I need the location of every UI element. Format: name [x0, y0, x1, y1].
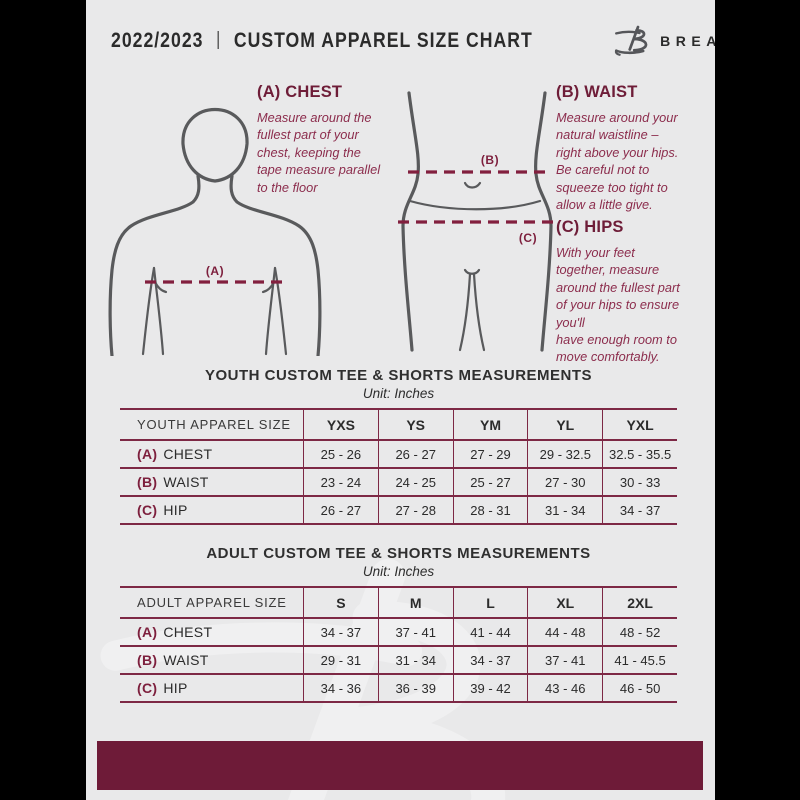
measurement-cell: 25 - 27 — [452, 469, 528, 497]
measurement-cell: 27 - 28 — [377, 497, 453, 525]
measurement-cell: 31 - 34 — [377, 647, 453, 675]
measurement-cell: 36 - 39 — [377, 675, 453, 703]
measurement-cell: 23 - 24 — [303, 469, 378, 497]
row-marker: (A) — [137, 624, 158, 640]
row-label: WAIST — [163, 652, 209, 668]
row-marker: (A) — [137, 446, 158, 462]
breakaway-b-logo-icon — [614, 25, 648, 57]
row-marker: (B) — [137, 652, 158, 668]
measurement-cell: 37 - 41 — [377, 619, 453, 647]
measurement-cell: 41 - 44 — [452, 619, 528, 647]
footer-bar — [97, 741, 703, 790]
table-unit: Unit: Inches — [362, 564, 435, 579]
row-label-cell: (A) CHEST — [120, 441, 303, 469]
table-title: YOUTH CUSTOM TEE & SHORTS MEASUREMENTS — [204, 367, 593, 384]
measurement-cell: 34 - 36 — [303, 675, 378, 703]
measurement-cell: 25 - 26 — [303, 441, 378, 469]
page-title: CUSTOM APPAREL SIZE CHART — [233, 28, 533, 52]
measurement-cell: 29 - 32.5 — [527, 441, 603, 469]
size-table: YOUTH APPAREL SIZE YXS YS YM YL YXL (A) CHEST 25… — [120, 408, 677, 525]
measurement-cell: 29 - 31 — [303, 647, 378, 675]
measurement-cell: 48 - 52 — [602, 619, 677, 647]
chest-line-marker: (A) — [206, 264, 224, 278]
brand-name: BREAKAWAY — [660, 32, 715, 49]
size-column-header: YM — [452, 410, 528, 441]
apparel-size-header: YOUTH APPAREL SIZE — [120, 410, 303, 441]
size-column-header: M — [377, 588, 453, 619]
row-label: CHEST — [163, 446, 213, 462]
row-label: HIP — [163, 680, 188, 696]
instruction-hips-title: (C) HIPS — [556, 218, 624, 236]
size-column-header: YL — [527, 410, 603, 441]
row-label-cell: (B) WAIST — [120, 469, 303, 497]
row-marker: (C) — [137, 502, 158, 518]
size-table: ADULT APPAREL SIZE S M L XL 2XL (A) CHEST 34 - 3… — [120, 586, 677, 703]
row-marker: (B) — [137, 474, 158, 490]
size-column-header: S — [303, 588, 378, 619]
table-title: ADULT CUSTOM TEE & SHORTS MEASUREMENTS — [206, 545, 591, 562]
instruction-waist: (B) WAIST Measure around your natural wa… — [556, 83, 715, 213]
table-unit: Unit: Inches — [362, 386, 435, 401]
measurement-cell: 32.5 - 35.5 — [602, 441, 677, 469]
row-label: WAIST — [163, 474, 209, 490]
brand-group: BREAKAWAY — [613, 24, 715, 57]
waist-line-marker: (B) — [481, 153, 499, 167]
measurement-cell: 34 - 37 — [303, 619, 378, 647]
measurement-cell: 26 - 27 — [377, 441, 453, 469]
measurement-cell: 39 - 42 — [452, 675, 528, 703]
measurement-cell: 34 - 37 — [452, 647, 528, 675]
measurement-cell: 28 - 31 — [452, 497, 528, 525]
instruction-chest: (A) CHEST Measure around the fullest par… — [257, 83, 421, 196]
size-column-header: YS — [377, 410, 453, 441]
header-title-group: 2022/2023 | CUSTOM APPAREL SIZE CHART — [111, 29, 533, 53]
measurement-cell: 27 - 29 — [452, 441, 528, 469]
size-column-header: L — [452, 588, 528, 619]
measurement-cell: 44 - 48 — [527, 619, 603, 647]
row-marker: (C) — [137, 680, 158, 696]
apparel-size-header: ADULT APPAREL SIZE — [120, 588, 303, 619]
instruction-waist-text: Measure around your natural waistline – … — [556, 110, 679, 212]
measurement-cell: 43 - 46 — [527, 675, 603, 703]
measurement-cell: 26 - 27 — [303, 497, 378, 525]
row-label: HIP — [163, 502, 188, 518]
instruction-waist-title: (B) WAIST — [556, 83, 638, 101]
header: 2022/2023 | CUSTOM APPAREL SIZE CHART BR… — [111, 24, 715, 57]
hip-line-marker: (C) — [519, 231, 537, 245]
row-label-cell: (C) HIP — [120, 675, 303, 703]
row-label-cell: (C) HIP — [120, 497, 303, 525]
measurement-cell: 24 - 25 — [377, 469, 453, 497]
measurement-cell: 31 - 34 — [527, 497, 603, 525]
instruction-hips-text: With your feet together, measure around … — [556, 245, 680, 365]
youth-size-table-section: YOUTH CUSTOM TEE & SHORTS MEASUREMENTS Un… — [120, 367, 677, 525]
measurement-cell: 34 - 37 — [602, 497, 677, 525]
row-label-cell: (A) CHEST — [120, 619, 303, 647]
size-column-header: XL — [527, 588, 603, 619]
size-column-header: YXL — [602, 410, 677, 441]
size-column-header: 2XL — [602, 588, 677, 619]
measurement-cell: 30 - 33 — [602, 469, 677, 497]
instruction-hips: (C) HIPS With your feet together, measur… — [556, 218, 715, 366]
row-label-cell: (B) WAIST — [120, 647, 303, 675]
row-label: CHEST — [163, 624, 213, 640]
header-divider: | — [216, 28, 222, 50]
size-column-header: YXS — [303, 410, 378, 441]
measurement-cell: 46 - 50 — [602, 675, 677, 703]
measurement-cell: 27 - 30 — [527, 469, 603, 497]
size-chart-page: 2022/2023 | CUSTOM APPAREL SIZE CHART BR… — [86, 0, 715, 800]
instruction-chest-text: Measure around the fullest part of your … — [257, 110, 381, 195]
instruction-chest-title: (A) CHEST — [257, 83, 343, 101]
measurement-cell: 37 - 41 — [527, 647, 603, 675]
season-label: 2022/2023 — [111, 28, 204, 52]
adult-size-table-section: ADULT CUSTOM TEE & SHORTS MEASUREMENTS Un… — [120, 545, 677, 703]
measurement-cell: 41 - 45.5 — [602, 647, 677, 675]
